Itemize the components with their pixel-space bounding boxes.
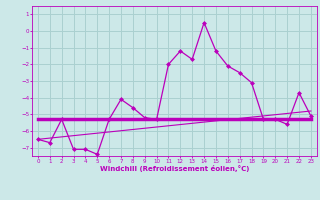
X-axis label: Windchill (Refroidissement éolien,°C): Windchill (Refroidissement éolien,°C) (100, 165, 249, 172)
